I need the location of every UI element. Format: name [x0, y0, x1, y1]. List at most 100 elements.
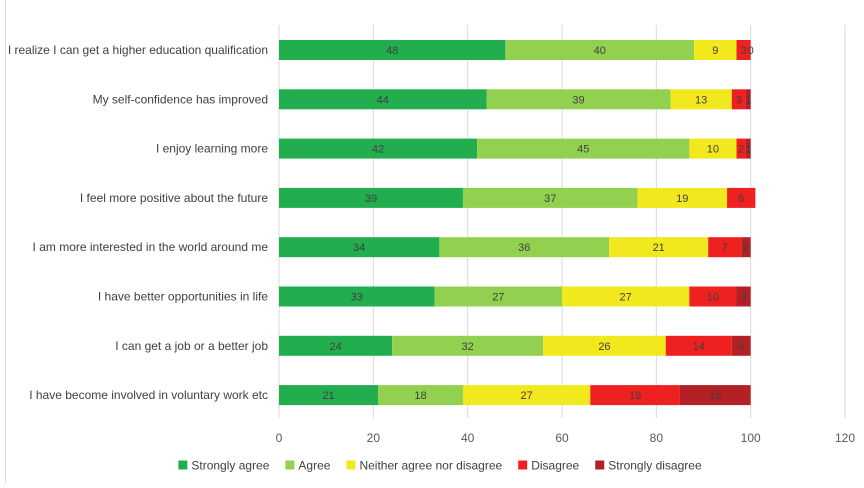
bar-strongly-agree-6: [279, 286, 435, 307]
bar-disagree-3: [736, 138, 746, 159]
x-tick-label-40: 40: [461, 431, 475, 445]
data-label-disagree-1: 3: [741, 45, 747, 57]
data-label-neither-agree-nor-disagree-2: 13: [695, 94, 707, 106]
x-tick-label-100: 100: [741, 431, 761, 445]
category-label-3: I enjoy learning more: [156, 142, 268, 156]
bar-agree-3: [477, 138, 690, 159]
category-label-4: I feel more positive about the future: [80, 191, 268, 205]
bar-neither-agree-nor-disagree-8: [462, 385, 591, 406]
data-label-disagree-7: 14: [693, 341, 705, 353]
bar-disagree-2: [731, 89, 746, 110]
bar-strongly-agree-2: [279, 89, 487, 110]
legend-label-strongly-agree: Strongly agree: [191, 459, 269, 473]
bar-strongly-disagree-5: [741, 237, 751, 258]
bar-neither-agree-nor-disagree-3: [689, 138, 737, 159]
data-label-neither-agree-nor-disagree-5: 21: [653, 242, 665, 254]
legend-label-neither-agree-nor-disagree: Neither agree nor disagree: [359, 459, 502, 473]
legend-label-agree: Agree: [298, 459, 330, 473]
bar-agree-6: [434, 286, 562, 307]
bar-strongly-agree-8: [279, 385, 379, 406]
x-tick-label-60: 60: [555, 431, 569, 445]
bar-disagree-5: [708, 237, 742, 258]
legend-swatch-agree: [285, 460, 295, 470]
bar-strongly-disagree-3: [745, 138, 751, 159]
bar-neither-agree-nor-disagree-7: [543, 335, 666, 356]
data-label-neither-agree-nor-disagree-3: 10: [707, 144, 719, 156]
data-label-agree-3: 45: [577, 144, 589, 156]
x-tick-label-120: 120: [835, 431, 855, 445]
bar-strongly-agree-1: [279, 40, 506, 60]
category-labels: I realize I can get a higher education q…: [8, 43, 268, 402]
bar-agree-1: [505, 40, 695, 60]
legend-label-disagree: Disagree: [531, 459, 579, 473]
bar-neither-agree-nor-disagree-4: [637, 187, 728, 208]
category-label-7: I can get a job or a better job: [115, 339, 268, 353]
bar-agree-7: [392, 335, 544, 356]
grid-lines: [278, 25, 846, 418]
x-axis-ticks: 0 20 40 60 80 100 120: [276, 431, 856, 445]
data-label-strongly-agree-2: 44: [377, 94, 389, 106]
bar-neither-agree-nor-disagree-6: [562, 286, 690, 307]
bar-strongly-disagree-2: [745, 89, 751, 110]
data-label-neither-agree-nor-disagree-6: 27: [620, 292, 632, 304]
bar-strongly-agree-5: [279, 237, 440, 258]
data-label-agree-8: 18: [414, 390, 426, 402]
chart-border: [5, 0, 6, 483]
data-label-neither-agree-nor-disagree-4: 19: [676, 193, 688, 205]
category-label-6: I have better opportunities in life: [98, 290, 268, 304]
data-label-disagree-4: 6: [738, 193, 744, 205]
bar-strongly-agree-3: [279, 138, 478, 159]
data-label-disagree-5: 7: [722, 242, 728, 254]
data-label-disagree-6: 10: [707, 292, 719, 304]
legend-swatch-strongly-agree: [178, 460, 188, 470]
bar-disagree-6: [689, 286, 737, 307]
data-label-strongly-agree-5: 34: [353, 242, 365, 254]
data-label-agree-4: 37: [544, 193, 556, 205]
data-label-strongly-agree-4: 39: [365, 193, 377, 205]
legend-label-strongly-disagree: Strongly disagree: [608, 459, 702, 473]
legend: Strongly agree Agree Neither agree nor dis…: [178, 459, 702, 473]
bar-neither-agree-nor-disagree-1: [694, 40, 737, 60]
legend-swatch-disagree: [518, 460, 528, 470]
data-label-strongly-agree-1: 48: [386, 45, 398, 57]
bar-agree-8: [378, 385, 463, 406]
data-label-disagree-3: 2: [738, 144, 744, 156]
data-label-agree-7: 32: [462, 341, 474, 353]
bar-agree-4: [462, 187, 638, 208]
data-label-neither-agree-nor-disagree-1: 9: [712, 45, 718, 57]
bars-group: 48 40 9 3 044 39 13 3 142 45 10 2 139 37 19 634 36 21 7 233…: [279, 40, 756, 406]
data-label-neither-agree-nor-disagree-8: 27: [521, 390, 533, 402]
category-label-8: I have become involved in voluntary work…: [29, 388, 268, 402]
data-label-agree-1: 40: [594, 45, 606, 57]
x-tick-label-80: 80: [650, 431, 664, 445]
bar-neither-agree-nor-disagree-2: [670, 89, 732, 110]
bar-strongly-disagree-7: [731, 335, 751, 356]
bar-disagree-1: [736, 40, 751, 60]
category-label-1: I realize I can get a higher education q…: [8, 43, 268, 57]
data-label-strongly-disagree-5: 2: [743, 242, 749, 254]
data-label-agree-6: 27: [492, 292, 504, 304]
data-label-neither-agree-nor-disagree-7: 26: [598, 341, 610, 353]
data-label-agree-5: 36: [518, 242, 530, 254]
data-label-strongly-agree-7: 24: [329, 341, 341, 353]
data-label-strongly-disagree-7: 4: [738, 341, 744, 353]
bar-strongly-agree-4: [279, 187, 463, 208]
data-label-strongly-agree-8: 21: [322, 390, 334, 402]
data-label-strongly-disagree-1: 0: [748, 45, 754, 57]
legend-swatch-strongly-disagree: [595, 460, 605, 470]
bar-strongly-disagree-8: [679, 385, 751, 406]
data-label-disagree-2: 3: [736, 94, 742, 106]
data-label-disagree-8: 19: [629, 390, 641, 402]
bar-agree-5: [439, 237, 610, 258]
bar-agree-2: [486, 89, 671, 110]
x-tick-label-20: 20: [367, 431, 381, 445]
data-label-strongly-agree-6: 33: [351, 292, 363, 304]
bar-disagree-4: [727, 187, 756, 208]
bar-strongly-agree-7: [279, 335, 393, 356]
data-label-agree-2: 39: [572, 94, 584, 106]
bar-neither-agree-nor-disagree-5: [609, 237, 709, 258]
bar-disagree-7: [665, 335, 732, 356]
category-label-2: My self-confidence has improved: [93, 92, 268, 106]
